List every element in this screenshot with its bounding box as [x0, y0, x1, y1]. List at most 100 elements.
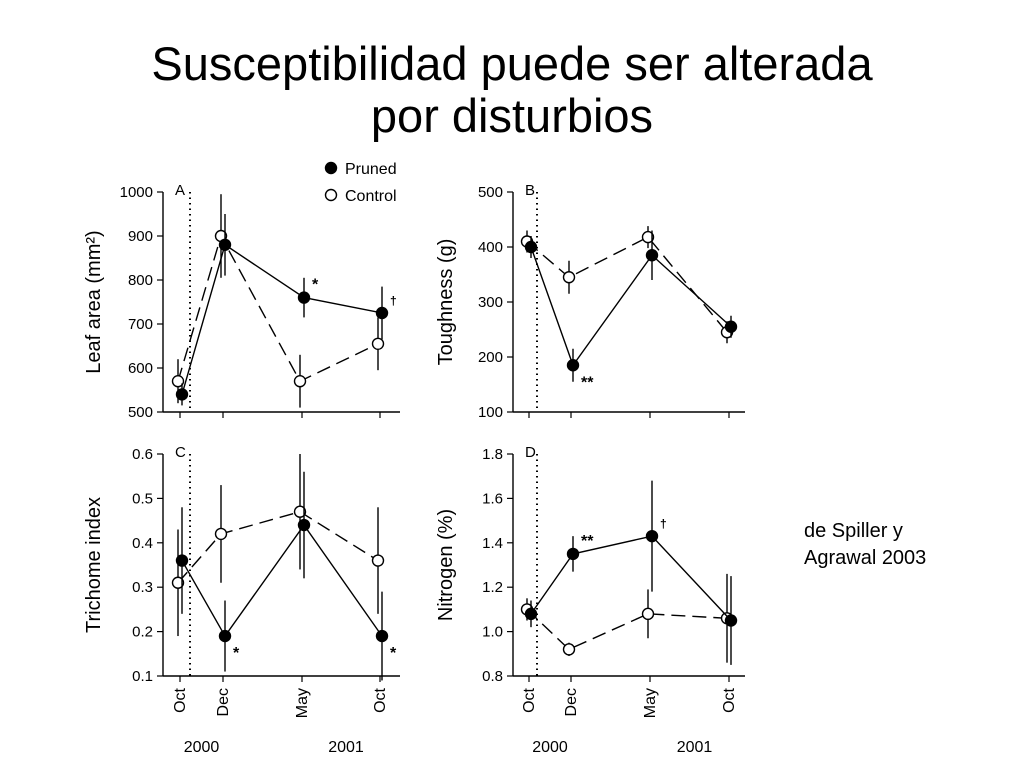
significance-mark: * [312, 277, 319, 294]
panel-b: B 100 200 300 400 500 Toughness (g) ** [435, 182, 745, 421]
pruned-point [218, 238, 232, 252]
pruned-point [375, 629, 389, 643]
legend-pruned-marker [324, 161, 338, 175]
control-line [177, 510, 379, 584]
x-tick-label: Oct [721, 687, 738, 712]
slide-title-line2: por disturbios [370, 89, 654, 142]
series-control [520, 226, 734, 344]
y-tick-label: 200 [478, 349, 503, 366]
slide-title-line1: Susceptibilidad puede ser alterada [151, 37, 873, 90]
pruned-point [375, 306, 389, 320]
y-tick-label: 300 [478, 294, 503, 311]
y-tick-label: 0.2 [132, 624, 153, 641]
y-tick-label: 100 [478, 404, 503, 421]
x-tick-label: May [642, 688, 659, 718]
pruned-point [566, 547, 580, 561]
significance-mark: ** [581, 533, 594, 550]
y-tick-label: 0.5 [132, 490, 153, 507]
pruned-line [530, 535, 732, 621]
year-label: 2000 [532, 739, 568, 756]
pruned-point [218, 629, 232, 643]
legend-pruned-label: Pruned [345, 161, 397, 178]
control-point [562, 271, 576, 284]
panel-a: A 500 600 700 800 900 1000 Leaf area (mm²) * † [83, 182, 400, 421]
x-tick-label: Dec [215, 688, 232, 716]
pruned-point [297, 518, 311, 532]
y-tick-label: 500 [128, 404, 153, 421]
panel-c: C 0.1 0.2 0.3 0.4 0.5 0.6 Trichome index Oct Dec M… [83, 444, 400, 756]
control-point [214, 527, 228, 541]
x-tick-label: Oct [172, 687, 189, 712]
significance-mark: † [660, 517, 667, 531]
y-tick-label: 600 [128, 360, 153, 377]
control-point [371, 554, 385, 567]
pruned-point [645, 249, 659, 262]
significance-mark: † [390, 294, 397, 308]
control-line [526, 608, 728, 651]
year-label: 2001 [328, 739, 364, 756]
series-pruned [524, 480, 738, 665]
citation-line1: de Spiller y [804, 520, 903, 542]
y-tick-label: 1.0 [482, 624, 503, 641]
control-point [562, 643, 576, 656]
y-tick-label: 500 [478, 184, 503, 201]
pruned-point [175, 388, 189, 401]
series-pruned [175, 471, 389, 681]
series-control [520, 573, 734, 663]
y-tick-label: 0.1 [132, 668, 153, 685]
panel-letter: B [525, 182, 535, 199]
series-pruned [175, 214, 389, 406]
control-point [641, 230, 655, 244]
control-point [293, 505, 307, 518]
panel-letter: D [525, 444, 536, 461]
pruned-point [566, 359, 580, 372]
pruned-point [724, 320, 738, 333]
year-label: 2000 [184, 739, 220, 756]
pruned-line [181, 523, 383, 638]
y-axis-label: Toughness (g) [435, 239, 457, 366]
y-tick-label: 0.3 [132, 579, 153, 596]
y-tick-label: 1.6 [482, 490, 503, 507]
x-tick-label: Dec [563, 688, 580, 716]
y-tick-label: 1.4 [482, 535, 503, 552]
control-point [641, 607, 655, 621]
y-tick-label: 900 [128, 228, 153, 245]
significance-mark: * [390, 645, 397, 662]
x-tick-label: Oct [372, 687, 389, 712]
y-tick-label: 1.2 [482, 579, 503, 596]
control-point [293, 375, 307, 388]
significance-mark: ** [581, 374, 594, 391]
legend: Pruned Control [324, 161, 397, 205]
pruned-line [530, 246, 732, 367]
y-axis-label: Nitrogen (%) [435, 509, 457, 621]
pruned-point [297, 291, 311, 304]
legend-control-label: Control [345, 188, 397, 205]
pruned-point [524, 607, 538, 621]
citation: de Spiller y Agrawal 2003 [804, 518, 926, 572]
control-point [171, 576, 185, 589]
year-label: 2001 [677, 739, 713, 756]
series-control [171, 454, 385, 637]
x-tick-label: Oct [521, 687, 538, 712]
panel-d: D 0.8 1.0 1.2 1.4 1.6 1.8 Nitrogen (%) Oct Dec May… [435, 444, 745, 756]
citation-line2: Agrawal 2003 [804, 547, 927, 569]
y-axis-label: Leaf area (mm²) [83, 230, 105, 373]
y-tick-label: 700 [128, 316, 153, 333]
series-control [171, 194, 385, 408]
pruned-point [524, 240, 538, 254]
pruned-point [724, 614, 738, 627]
significance-mark: * [233, 645, 240, 662]
slide-title: Susceptibilidad puede ser alterada por d… [0, 38, 1024, 142]
panel-letter: C [175, 444, 186, 461]
panel-letter: A [175, 182, 185, 199]
y-tick-label: 0.4 [132, 535, 153, 552]
control-point [371, 337, 385, 350]
control-line [177, 234, 379, 383]
pruned-line [181, 243, 383, 395]
x-tick-label: May [294, 688, 311, 718]
legend-control-marker [324, 188, 338, 202]
y-tick-label: 0.8 [482, 668, 503, 685]
pruned-point [175, 554, 189, 567]
y-axis-label: Trichome index [83, 497, 105, 633]
